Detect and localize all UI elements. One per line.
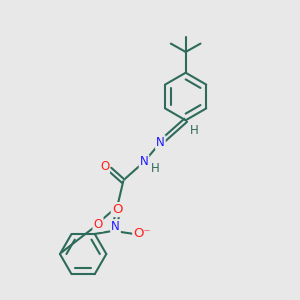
Text: O: O xyxy=(100,160,109,173)
Text: O: O xyxy=(93,218,103,231)
Text: N: N xyxy=(111,220,120,233)
Text: O: O xyxy=(112,203,122,216)
Text: H: H xyxy=(190,124,198,137)
Text: N: N xyxy=(140,155,148,168)
Text: H: H xyxy=(151,162,160,175)
Text: O⁻: O⁻ xyxy=(133,227,151,241)
Text: N: N xyxy=(156,136,165,149)
